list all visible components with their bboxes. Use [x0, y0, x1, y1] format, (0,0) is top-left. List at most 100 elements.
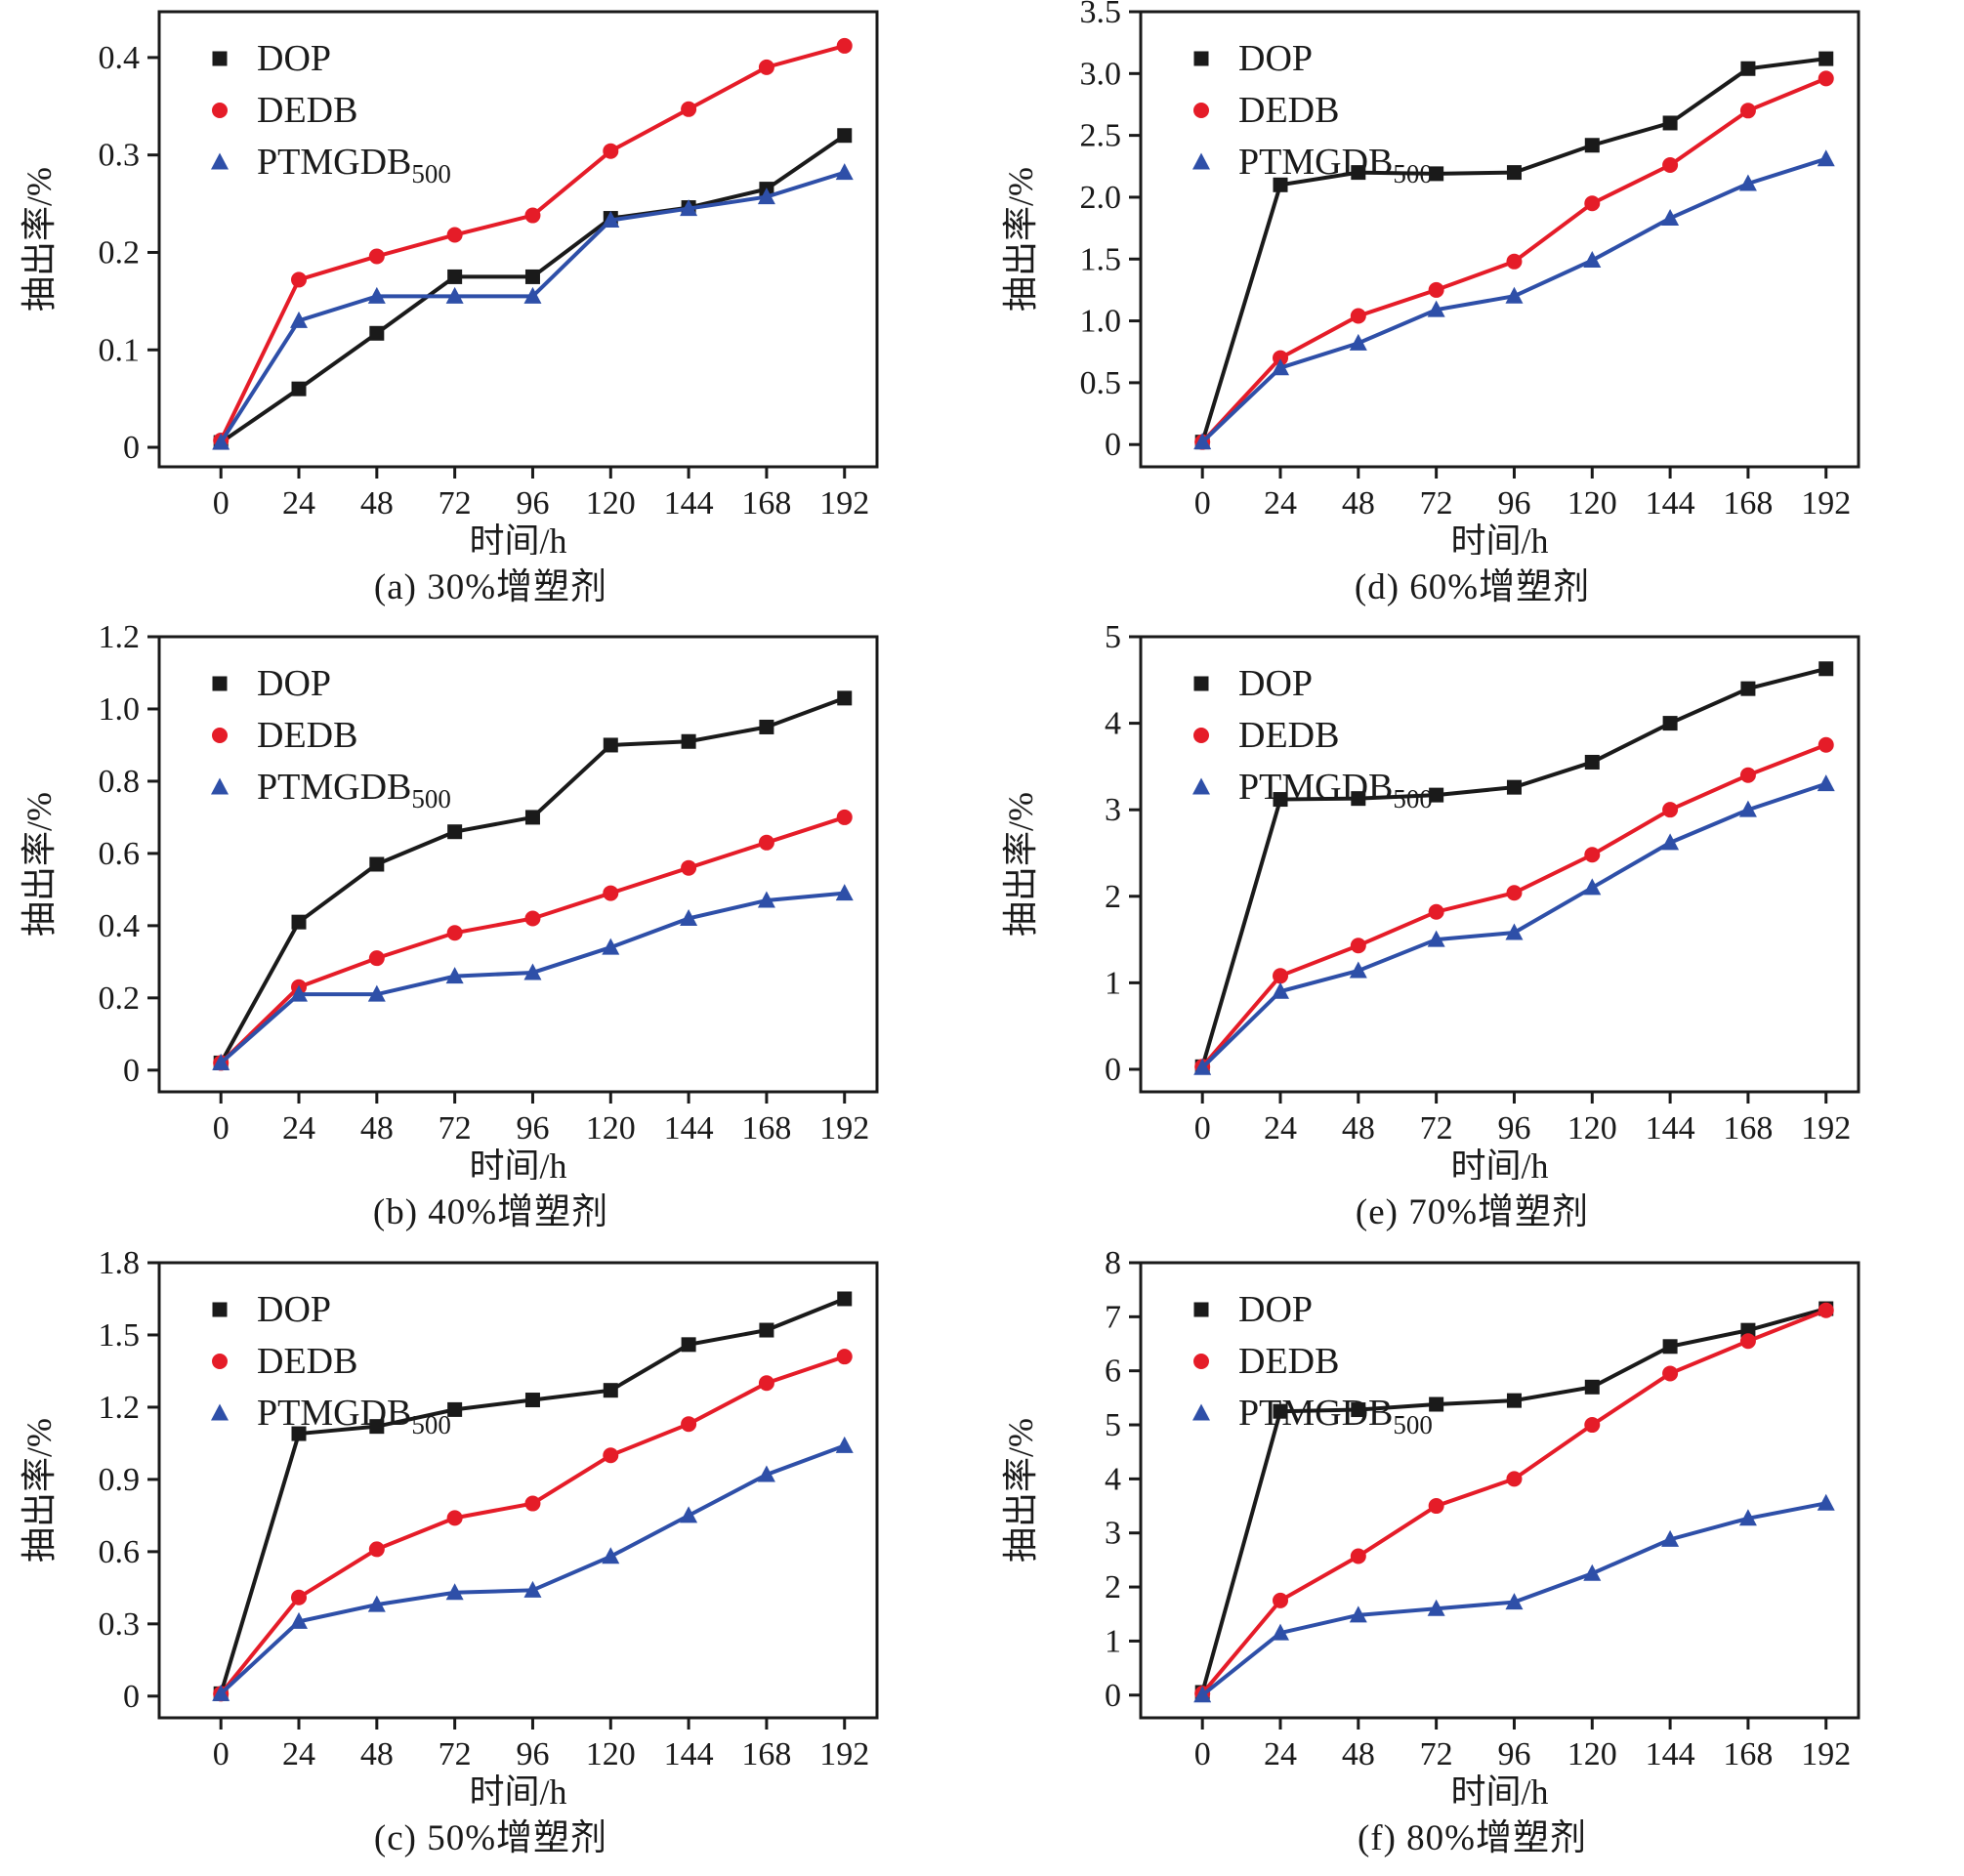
legend-marker-square-icon	[1193, 1302, 1209, 1317]
x-axis-title: 时间/h	[1450, 1772, 1548, 1806]
series-marker-DEDB	[1506, 253, 1523, 270]
series-marker-PTMGDB500	[757, 188, 775, 205]
x-axis-title: 时间/h	[1450, 1146, 1548, 1180]
series-marker-PTMGDB500	[1817, 1493, 1835, 1511]
legend-label: PTMGDB500	[1238, 142, 1433, 188]
legend-label: DOP	[1238, 38, 1313, 79]
x-tick-label: 168	[1723, 485, 1773, 521]
legend: DOP DEDB PTMGDB500	[1192, 38, 1433, 188]
x-tick-label: 144	[1646, 485, 1695, 521]
chart-c-slot: 0 0.3 0.6 0.9 1.2 1.5 1.8 0 24 48 72 96 120 144 168 192…	[0, 1251, 982, 1806]
series-marker-DEDB	[758, 1375, 774, 1392]
series-marker-DEDB	[1428, 903, 1444, 920]
legend-item-DOP: DOP	[212, 1289, 331, 1330]
series-marker-DOP	[291, 914, 307, 930]
series-marker-DEDB	[681, 1416, 697, 1433]
x-tick-label: 192	[1801, 1110, 1851, 1146]
legend-marker-circle-icon	[212, 103, 228, 118]
series-marker-PTMGDB500	[1193, 433, 1212, 450]
series-marker-DEDB	[1739, 103, 1756, 119]
series-marker-DEDB	[681, 101, 697, 117]
legend-label: DOP	[257, 663, 331, 704]
series-marker-DOP	[291, 381, 307, 396]
y-tick-label: 6	[1105, 1354, 1121, 1390]
y-tick-label: 7	[1105, 1299, 1121, 1335]
series-marker-DEDB	[1662, 1365, 1679, 1382]
x-tick-label: 192	[1801, 1736, 1851, 1772]
plot-frame	[1139, 10, 1860, 469]
series-marker-DEDB	[291, 1589, 308, 1605]
series-marker-DOP	[1584, 1379, 1600, 1395]
chart-caption-e: (e) 70%增塑剂	[1355, 1192, 1590, 1232]
legend-label: DEDB	[1238, 1341, 1339, 1382]
chart-panel-f: 0 1 2 3 4 5 6 7 8 0 24 48 72 96 120 144 168 192 时间/h 抽出率/% D…	[982, 1251, 1964, 1876]
series-marker-PTMGDB500	[835, 1436, 854, 1453]
legend-label: PTMGDB500	[257, 767, 451, 813]
series-marker-DOP	[524, 269, 540, 284]
series-marker-PTMGDB500	[757, 891, 775, 908]
y-tick-label: 1.2	[99, 1390, 141, 1426]
series-marker-DEDB	[1506, 1471, 1523, 1487]
series-marker-DOP	[1429, 166, 1444, 182]
series-marker-PTMGDB500	[757, 1465, 775, 1482]
x-axis-title: 时间/h	[469, 1146, 566, 1180]
legend-label: DEDB	[257, 1341, 357, 1382]
series-marker-DEDB	[1818, 70, 1834, 87]
series-marker-DOP	[603, 1383, 618, 1398]
series-marker-DEDB	[836, 1349, 853, 1365]
y-tick-label: 2.0	[1080, 180, 1122, 216]
series-marker-DOP	[1662, 115, 1678, 131]
series-markers-DEDB	[213, 1349, 853, 1702]
y-tick-label: 0.3	[99, 1606, 141, 1643]
series-markers-DEDB	[213, 809, 853, 1071]
series-marker-DEDB	[1350, 938, 1366, 954]
chart-caption-d: (d) 60%增塑剂	[1354, 567, 1591, 607]
x-tick-label: 48	[360, 1110, 394, 1146]
y-tick-label: 0	[1105, 427, 1121, 463]
y-tick-label: 0	[123, 1053, 140, 1089]
legend-label: PTMGDB500	[1238, 767, 1433, 813]
legend-marker-triangle-icon	[1192, 152, 1210, 170]
series-marker-PTMGDB500	[1661, 833, 1680, 851]
x-tick-label: 144	[664, 1110, 714, 1146]
series-marker-PTMGDB500	[290, 984, 309, 1002]
y-tick-label: 0.5	[1080, 365, 1122, 401]
y-tick-label: 0.6	[99, 836, 141, 872]
series-marker-DEDB	[368, 248, 385, 265]
y-tick-label: 8	[1105, 1251, 1121, 1281]
chart-d-slot: 0 0.5 1.0 1.5 2.0 2.5 3.0 3.5 0 24 48 72 96 120 144 168…	[982, 0, 1964, 555]
series-marker-PTMGDB500	[1505, 1593, 1524, 1610]
x-tick-label: 24	[282, 485, 315, 521]
series-marker-DOP	[1351, 791, 1366, 807]
legend-item-PTMGDB500: PTMGDB500	[211, 142, 451, 188]
series-marker-DOP	[1506, 779, 1522, 795]
legend: DOP DEDB PTMGDB500	[1192, 663, 1433, 813]
x-tick-label: 168	[741, 485, 791, 521]
series-marker-PTMGDB500	[1427, 300, 1445, 317]
x-tick-label: 72	[1420, 1736, 1453, 1772]
series-marker-DOP	[681, 733, 696, 749]
x-tick-label: 0	[213, 485, 230, 521]
legend-item-PTMGDB500: PTMGDB500	[1192, 1393, 1433, 1439]
series-marker-PTMGDB500	[602, 211, 620, 229]
x-tick-label: 24	[1264, 1110, 1297, 1146]
x-tick-label: 0	[213, 1736, 230, 1772]
x-tick-label: 48	[360, 1736, 394, 1772]
series-marker-DOP	[1584, 754, 1600, 770]
series-marker-DEDB	[1818, 736, 1834, 753]
legend-marker-triangle-icon	[211, 777, 229, 795]
series-marker-DOP	[1351, 1402, 1366, 1418]
x-tick-label: 24	[1264, 1736, 1297, 1772]
series-marker-PTMGDB500	[680, 908, 698, 926]
x-tick-label: 120	[1567, 485, 1617, 521]
series-markers-PTMGDB500	[212, 1436, 854, 1701]
series-marker-PTMGDB500	[367, 984, 386, 1002]
y-tick-label: 0.2	[99, 234, 141, 271]
x-tick-label: 0	[213, 1110, 230, 1146]
series-marker-DEDB	[446, 1510, 463, 1526]
y-tick-label: 3	[1105, 792, 1121, 828]
series-marker-PTMGDB500	[1817, 149, 1835, 167]
x-tick-label: 0	[1194, 485, 1211, 521]
legend-label: DEDB	[257, 715, 357, 756]
series-marker-PTMGDB500	[1738, 1509, 1757, 1526]
